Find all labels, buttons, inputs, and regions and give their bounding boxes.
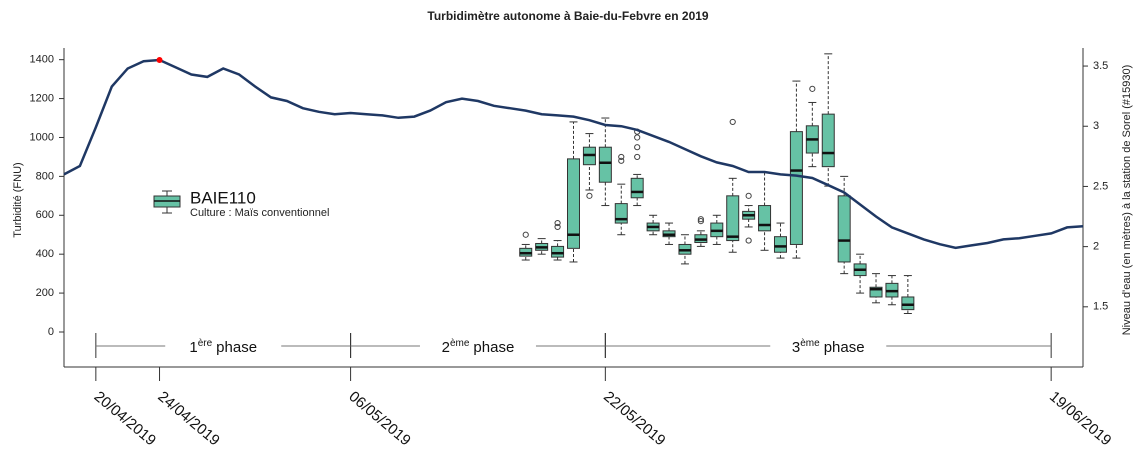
box xyxy=(678,234,692,265)
phase-suffix: ème xyxy=(450,338,470,349)
box-body xyxy=(551,245,565,258)
box-body xyxy=(821,113,835,168)
phase-suffix: ère xyxy=(198,338,213,349)
outlier xyxy=(634,153,641,161)
box xyxy=(805,85,819,168)
phase-label: 1ère phase xyxy=(189,338,257,356)
outlier xyxy=(554,223,561,231)
box xyxy=(582,133,596,199)
box xyxy=(519,231,533,261)
box xyxy=(551,219,565,261)
y-tick-label: 200 xyxy=(36,287,54,299)
outlier xyxy=(586,192,593,199)
outlier xyxy=(554,219,561,227)
y-tick-label: 800 xyxy=(36,170,54,182)
y2-tick-label: 2.5 xyxy=(1093,180,1108,192)
box xyxy=(598,117,612,207)
outlier xyxy=(522,231,529,238)
y2-tick-label: 1.5 xyxy=(1093,301,1108,313)
legend-icon xyxy=(153,190,181,214)
phase-suffix: ème xyxy=(800,338,820,349)
outlier xyxy=(634,134,641,141)
phase-word: phase xyxy=(216,339,257,356)
box xyxy=(535,238,549,255)
box xyxy=(885,275,899,306)
phase-label: 2ème phase xyxy=(442,338,515,356)
box xyxy=(694,216,708,247)
box xyxy=(773,222,787,259)
box-body xyxy=(901,296,915,311)
y-tick-label: 1200 xyxy=(30,92,54,104)
phase-word: phase xyxy=(473,339,514,356)
box-body xyxy=(789,131,803,245)
box-body xyxy=(630,177,644,199)
box xyxy=(726,118,740,253)
box xyxy=(646,214,660,236)
y-tick-label: 1000 xyxy=(30,131,54,143)
y2-tick-label: 3 xyxy=(1093,120,1099,132)
legend-label: BAIE110 xyxy=(190,188,256,207)
legend-subtitle: Culture : Maïs conventionnel xyxy=(190,207,329,219)
box xyxy=(614,153,628,236)
outlier xyxy=(697,216,704,223)
box-body xyxy=(567,158,580,249)
outlier xyxy=(809,85,816,92)
box-body xyxy=(726,195,740,242)
box xyxy=(710,214,724,245)
y-tick-label: 1400 xyxy=(30,54,54,66)
outlier xyxy=(618,157,625,164)
box xyxy=(662,222,676,245)
highlight-point xyxy=(156,57,163,64)
y-tick-label: 0 xyxy=(48,326,54,338)
x-tick-label: 22/05/2019 xyxy=(600,388,668,449)
y-tick-label: 400 xyxy=(36,248,54,260)
box-body xyxy=(869,286,883,298)
outlier xyxy=(729,118,736,126)
outlier xyxy=(618,153,625,161)
y2-tick-label: 3.5 xyxy=(1093,60,1108,72)
box-body xyxy=(837,195,851,263)
phase-number: 2 xyxy=(442,339,450,356)
water-level-line xyxy=(63,58,1084,250)
x-tick-label: 24/04/2019 xyxy=(154,388,222,449)
phase-word: phase xyxy=(824,339,865,356)
outlier xyxy=(745,237,752,244)
outlier xyxy=(634,144,641,151)
y-axis-label: Turbidité (FNU) xyxy=(12,162,24,237)
box xyxy=(567,121,580,263)
box-body xyxy=(598,146,612,183)
box xyxy=(630,128,644,207)
box-body xyxy=(773,236,787,253)
y2-tick-label: 2 xyxy=(1093,241,1099,253)
chart-title: Turbidimètre autonome à Baie-du-Febvre e… xyxy=(427,9,709,23)
x-tick-label: 19/06/2019 xyxy=(1046,388,1114,449)
outlier xyxy=(697,218,704,225)
phase-number: 3 xyxy=(792,339,800,356)
box xyxy=(869,273,883,304)
box xyxy=(837,175,851,275)
box xyxy=(789,80,803,259)
box-body xyxy=(758,205,772,232)
x-tick-label: 06/05/2019 xyxy=(345,388,413,449)
phase-number: 1 xyxy=(189,339,197,356)
box xyxy=(821,53,835,187)
phase-label: 3ème phase xyxy=(792,338,865,356)
box xyxy=(901,275,915,315)
outlier xyxy=(745,192,752,199)
y-tick-label: 600 xyxy=(36,209,54,221)
box xyxy=(758,171,772,251)
y2-axis-label: Niveau d'eau (en mètres) à la station de… xyxy=(1121,65,1133,336)
x-tick-label: 20/04/2019 xyxy=(91,388,159,449)
box xyxy=(742,192,756,244)
box xyxy=(853,253,867,294)
